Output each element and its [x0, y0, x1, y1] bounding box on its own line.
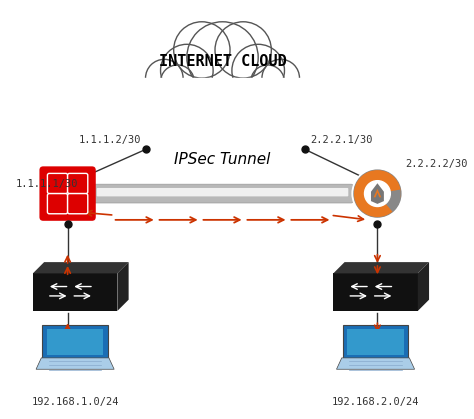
- Circle shape: [352, 168, 403, 219]
- FancyBboxPatch shape: [68, 194, 88, 214]
- Bar: [140, 76, 305, 114]
- Polygon shape: [33, 273, 118, 311]
- Polygon shape: [418, 262, 429, 311]
- Circle shape: [251, 65, 284, 99]
- Text: INTERNET CLOUD: INTERNET CLOUD: [159, 54, 286, 69]
- Polygon shape: [36, 358, 114, 369]
- Text: 2.2.2.2/30: 2.2.2.2/30: [406, 158, 468, 168]
- FancyBboxPatch shape: [68, 173, 88, 194]
- Text: 192.168.2.0/24: 192.168.2.0/24: [332, 397, 419, 407]
- Polygon shape: [333, 273, 418, 311]
- FancyBboxPatch shape: [47, 173, 68, 194]
- Circle shape: [365, 181, 390, 207]
- Wedge shape: [354, 170, 401, 217]
- Polygon shape: [333, 262, 429, 273]
- Circle shape: [232, 44, 284, 97]
- Circle shape: [215, 22, 271, 78]
- FancyBboxPatch shape: [347, 328, 404, 355]
- Text: IPSec Tunnel: IPSec Tunnel: [174, 152, 271, 167]
- Text: 1.1.1.1/30: 1.1.1.1/30: [16, 179, 79, 189]
- Circle shape: [161, 65, 194, 99]
- Text: 1.1.1.2/30: 1.1.1.2/30: [78, 135, 141, 145]
- Circle shape: [187, 22, 258, 93]
- Circle shape: [161, 44, 213, 97]
- Polygon shape: [374, 189, 381, 197]
- Polygon shape: [371, 183, 384, 204]
- Wedge shape: [386, 189, 401, 212]
- FancyBboxPatch shape: [39, 166, 96, 221]
- Text: 192.168.1.0/24: 192.168.1.0/24: [31, 397, 119, 407]
- Polygon shape: [337, 358, 415, 369]
- FancyBboxPatch shape: [47, 194, 68, 214]
- Circle shape: [262, 59, 300, 97]
- FancyBboxPatch shape: [343, 325, 409, 359]
- Bar: [140, 78, 305, 116]
- FancyBboxPatch shape: [42, 325, 108, 359]
- Polygon shape: [33, 262, 128, 273]
- FancyBboxPatch shape: [97, 188, 348, 197]
- Circle shape: [354, 170, 401, 217]
- FancyBboxPatch shape: [47, 328, 103, 355]
- Circle shape: [146, 59, 183, 97]
- Circle shape: [173, 22, 230, 78]
- FancyBboxPatch shape: [92, 184, 353, 203]
- Text: 2.2.2.1/30: 2.2.2.1/30: [310, 135, 373, 145]
- Polygon shape: [118, 262, 128, 311]
